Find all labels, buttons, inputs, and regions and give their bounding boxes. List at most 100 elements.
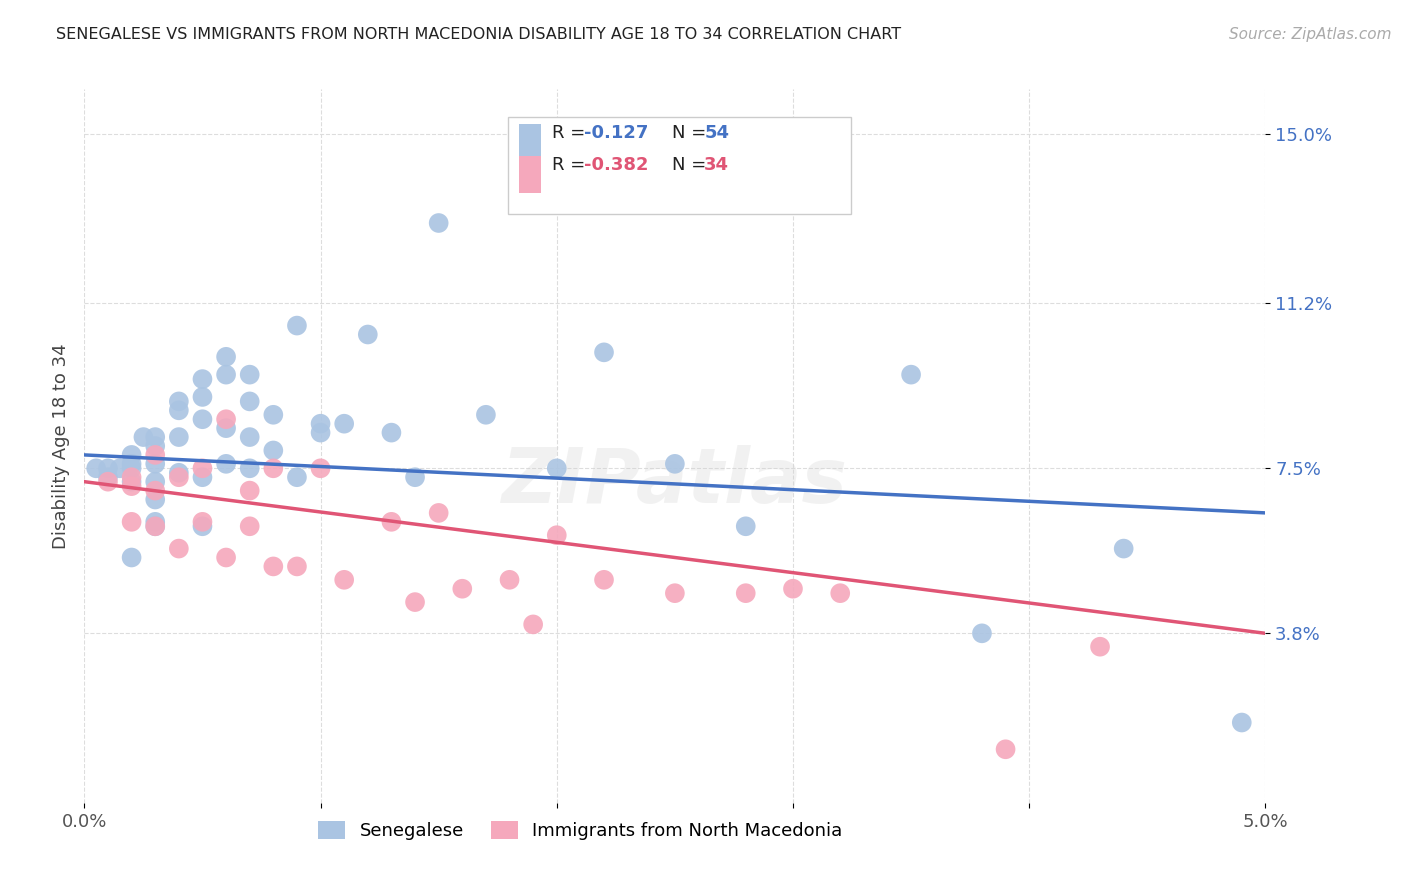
Point — [239, 394, 262, 409]
Point — [285, 318, 308, 333]
Point — [357, 327, 380, 342]
Text: ZIPatlas: ZIPatlas — [502, 445, 848, 518]
Point — [191, 412, 214, 426]
Point — [239, 430, 262, 444]
Point — [734, 519, 756, 533]
Point — [239, 483, 262, 498]
Point — [143, 475, 166, 489]
Point — [900, 368, 922, 382]
Y-axis label: Disability Age 18 to 34: Disability Age 18 to 34 — [52, 343, 70, 549]
Point — [522, 617, 544, 632]
Point — [285, 470, 308, 484]
Text: 54: 54 — [704, 124, 730, 142]
Point — [215, 421, 238, 435]
Point — [97, 475, 120, 489]
Text: -0.127: -0.127 — [585, 124, 648, 142]
Point — [404, 595, 426, 609]
Point — [309, 461, 332, 475]
Point — [239, 368, 262, 382]
Point — [593, 573, 616, 587]
Text: -0.382: -0.382 — [585, 156, 648, 175]
Point — [451, 582, 474, 596]
Point — [215, 368, 238, 382]
Point — [167, 541, 190, 556]
Point — [1230, 715, 1253, 730]
Point — [108, 461, 131, 475]
Point — [239, 519, 262, 533]
Point — [167, 430, 190, 444]
Point — [262, 443, 284, 458]
Point — [380, 425, 402, 440]
Point — [593, 345, 616, 359]
Point — [262, 461, 284, 475]
Point — [1112, 541, 1135, 556]
Point — [191, 372, 214, 386]
Point — [97, 461, 120, 475]
Point — [215, 350, 238, 364]
Point — [664, 586, 686, 600]
Point — [285, 559, 308, 574]
Point — [121, 461, 143, 475]
Point — [167, 394, 190, 409]
Point — [830, 586, 852, 600]
Point — [191, 470, 214, 484]
Point — [404, 470, 426, 484]
Point — [475, 408, 498, 422]
Point — [167, 470, 190, 484]
Point — [1088, 640, 1111, 654]
Point — [121, 448, 143, 462]
Point — [994, 742, 1017, 756]
Point — [191, 461, 214, 475]
Point — [309, 425, 332, 440]
Point — [121, 457, 143, 471]
Point — [664, 457, 686, 471]
Legend: Senegalese, Immigrants from North Macedonia: Senegalese, Immigrants from North Macedo… — [311, 814, 851, 847]
Point — [782, 582, 804, 596]
Point — [143, 492, 166, 507]
Point — [970, 626, 993, 640]
Point — [167, 403, 190, 417]
Point — [143, 519, 166, 533]
Text: 34: 34 — [704, 156, 730, 175]
Point — [167, 466, 190, 480]
Point — [546, 461, 568, 475]
Point — [262, 559, 284, 574]
Point — [191, 519, 214, 533]
Point — [498, 573, 520, 587]
Point — [427, 216, 450, 230]
Point — [734, 586, 756, 600]
Point — [121, 470, 143, 484]
Text: Source: ZipAtlas.com: Source: ZipAtlas.com — [1229, 27, 1392, 42]
Point — [215, 550, 238, 565]
Point — [309, 417, 332, 431]
Point — [262, 408, 284, 422]
Text: N =: N = — [672, 156, 711, 175]
Point — [143, 515, 166, 529]
Point — [121, 550, 143, 565]
Text: R =: R = — [551, 124, 591, 142]
Point — [121, 475, 143, 489]
Point — [546, 528, 568, 542]
Point — [239, 461, 262, 475]
Point — [380, 515, 402, 529]
Text: SENEGALESE VS IMMIGRANTS FROM NORTH MACEDONIA DISABILITY AGE 18 TO 34 CORRELATIO: SENEGALESE VS IMMIGRANTS FROM NORTH MACE… — [56, 27, 901, 42]
Point — [191, 515, 214, 529]
Point — [121, 515, 143, 529]
Point — [143, 448, 166, 462]
Point — [215, 412, 238, 426]
Point — [143, 439, 166, 453]
Point — [97, 470, 120, 484]
Point — [132, 430, 155, 444]
Point — [143, 430, 166, 444]
Text: R =: R = — [551, 156, 591, 175]
Point — [143, 483, 166, 498]
Point — [333, 573, 356, 587]
Point — [215, 457, 238, 471]
Point — [143, 457, 166, 471]
Point — [191, 390, 214, 404]
Point — [84, 461, 107, 475]
Point — [333, 417, 356, 431]
Point — [121, 479, 143, 493]
Point — [143, 519, 166, 533]
Text: N =: N = — [672, 124, 711, 142]
